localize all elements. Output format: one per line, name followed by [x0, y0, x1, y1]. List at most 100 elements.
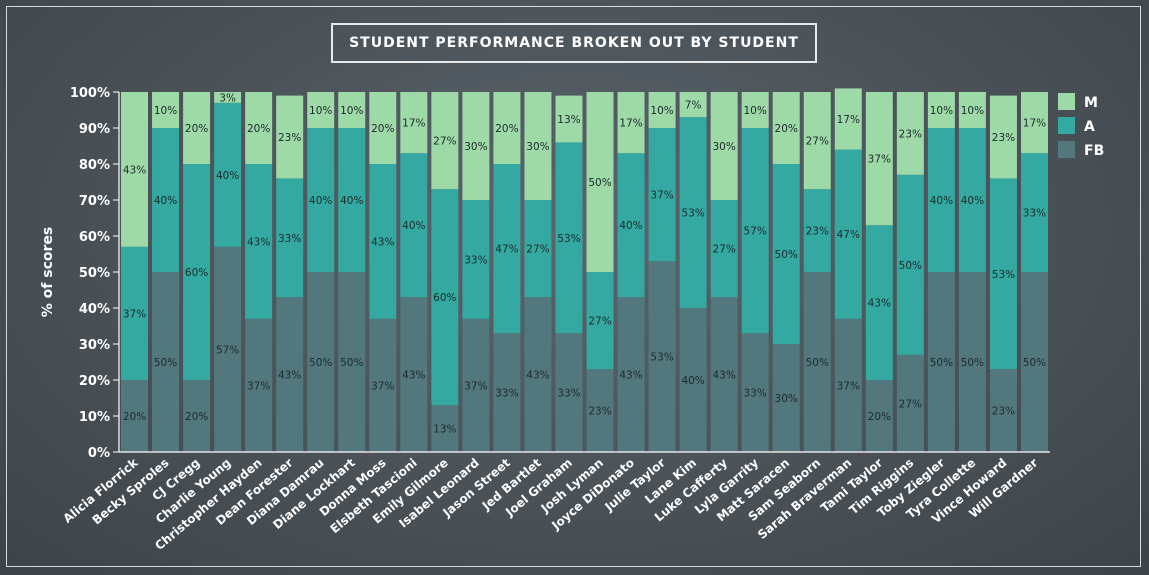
bar-segment-a: [214, 102, 242, 247]
data-label: 37%: [371, 380, 394, 392]
data-label: 10%: [744, 105, 767, 117]
data-label: 43%: [526, 370, 549, 382]
data-label: 20%: [371, 123, 394, 135]
bar-segment-m: [803, 92, 831, 190]
bar-segment-a: [121, 246, 149, 380]
bar-segment-fb: [555, 333, 583, 452]
bar-segment-m: [741, 92, 769, 128]
bar-segment-a: [865, 225, 893, 380]
bar-segment-m: [865, 92, 893, 226]
bar-segment-a: [772, 164, 800, 344]
data-label: 50%: [154, 357, 177, 369]
data-label: 50%: [309, 357, 332, 369]
data-label: 50%: [961, 357, 984, 369]
data-label: 20%: [495, 123, 518, 135]
bar-segment-fb: [710, 297, 738, 452]
bar-segment-fb: [586, 369, 614, 452]
bar-segment-m: [679, 92, 707, 118]
y-axis-title: % of scores: [40, 227, 56, 317]
y-tick-label: 40%: [79, 302, 110, 317]
data-label: 53%: [557, 233, 580, 245]
bar-segment-fb: [648, 261, 676, 452]
data-label: 60%: [433, 292, 456, 304]
bar-segment-a: [338, 128, 366, 272]
bar-segment-fb: [245, 318, 273, 452]
bar-segment-m: [927, 92, 955, 128]
y-tick-label: 70%: [79, 194, 110, 209]
legend-swatch-a: [1058, 117, 1075, 134]
bar-segment-a: [896, 174, 924, 355]
bar-segment-m: [307, 92, 335, 128]
bar-segment-a: [679, 117, 707, 308]
bar-segment-m: [586, 92, 614, 272]
legend-label-fb: FB: [1084, 143, 1104, 159]
chart-title: STUDENT PERFORMANCE BROKEN OUT BY STUDEN…: [331, 23, 817, 63]
data-label: 60%: [185, 267, 208, 279]
bar-segment-fb: [772, 344, 800, 452]
bar-segment-m: [338, 92, 366, 128]
bar-segment-m: [617, 92, 645, 154]
y-tick-label: 10%: [79, 410, 110, 425]
bar-segment-a: [524, 200, 552, 298]
y-tick-label: 100%: [70, 86, 110, 101]
y-tick-label: 30%: [79, 338, 110, 353]
data-label: 30%: [712, 141, 735, 153]
data-label: 30%: [464, 141, 487, 153]
bar-segment-m: [555, 95, 583, 143]
data-label: 10%: [930, 105, 953, 117]
data-label: 50%: [806, 357, 829, 369]
data-label: 47%: [495, 244, 518, 256]
data-label: 43%: [123, 164, 146, 176]
data-label: 50%: [1023, 357, 1046, 369]
data-label: 7%: [685, 100, 702, 112]
bar-segment-fb: [617, 297, 645, 452]
bar-segment-a: [710, 200, 738, 298]
data-label: 37%: [123, 308, 146, 320]
data-label: 43%: [619, 370, 642, 382]
bar-segment-a: [555, 142, 583, 334]
data-label: 43%: [868, 298, 891, 310]
data-label: 40%: [154, 195, 177, 207]
bar-segment-fb: [865, 380, 893, 452]
data-label: 27%: [712, 244, 735, 256]
bar-segment-m: [152, 92, 180, 128]
data-label: 43%: [402, 370, 425, 382]
data-label: 13%: [433, 424, 456, 436]
bar-segment-fb: [307, 272, 335, 452]
bar-segment-fb: [834, 318, 862, 452]
data-label: 23%: [588, 406, 611, 418]
bar-segment-a: [927, 128, 955, 272]
data-label: 3%: [219, 92, 236, 104]
data-label: 23%: [806, 226, 829, 238]
bar-segment-m: [183, 92, 211, 164]
data-label: 20%: [775, 123, 798, 135]
bar-segment-fb: [493, 333, 521, 452]
data-label: 17%: [1023, 118, 1046, 130]
y-tick-label: 80%: [79, 158, 110, 173]
data-label: 37%: [868, 154, 891, 166]
data-label: 43%: [371, 236, 394, 248]
bar-segment-fb: [803, 272, 831, 452]
bar-segment-fb: [431, 405, 459, 452]
bar-segment-m: [400, 92, 428, 154]
bar-segment-m: [493, 92, 521, 164]
data-label: 40%: [340, 195, 363, 207]
bar-segment-fb: [369, 318, 397, 452]
data-label: 40%: [681, 375, 704, 387]
data-label: 30%: [526, 141, 549, 153]
data-label: 57%: [744, 226, 767, 238]
bar-segment-a: [493, 164, 521, 334]
data-label: 20%: [185, 411, 208, 423]
data-label: 53%: [992, 269, 1015, 281]
data-label: 30%: [775, 393, 798, 405]
bar-segment-fb: [741, 333, 769, 452]
bar-segment-m: [958, 92, 986, 128]
data-label: 20%: [247, 123, 270, 135]
data-label: 33%: [744, 388, 767, 400]
bar-segment-m: [772, 92, 800, 164]
data-label: 43%: [278, 370, 301, 382]
bar-segment-a: [307, 128, 335, 272]
bar-segment-m: [834, 88, 862, 150]
bar-segment-a: [462, 200, 490, 319]
legend-label-m: M: [1084, 95, 1098, 111]
